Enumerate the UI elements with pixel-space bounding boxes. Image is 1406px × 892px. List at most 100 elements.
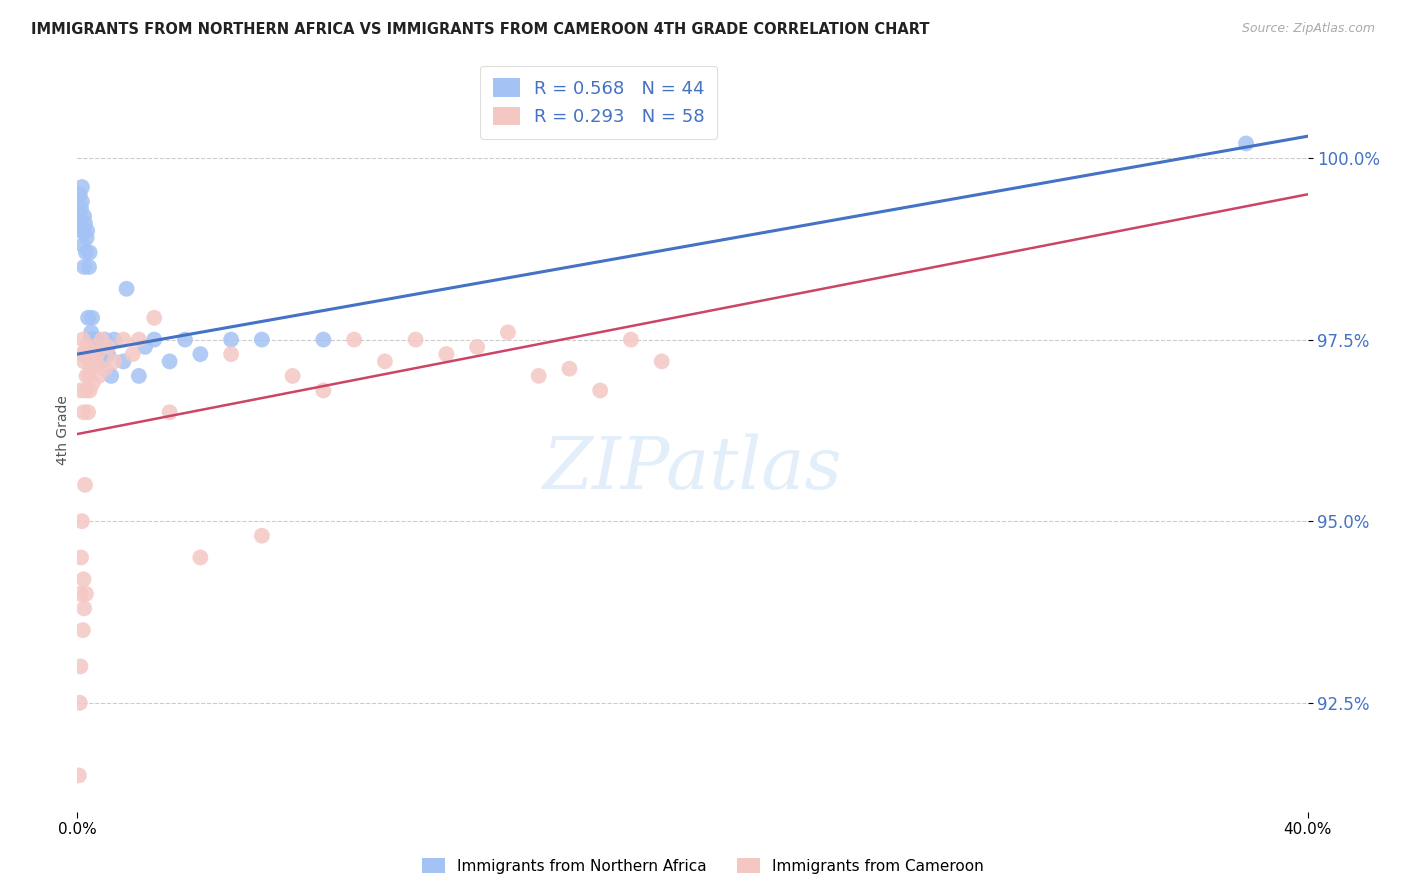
Point — [72, 623, 94, 637]
Point — [76, 347, 98, 361]
Point — [84, 347, 107, 361]
Point — [87, 368, 110, 383]
Point — [83, 340, 105, 354]
Point — [70, 194, 93, 209]
Point — [1234, 136, 1257, 151]
Point — [69, 587, 91, 601]
Point — [69, 224, 91, 238]
Point — [188, 347, 212, 361]
Point — [87, 340, 110, 354]
Text: ZIPatlas: ZIPatlas — [543, 434, 842, 504]
Point — [405, 333, 427, 347]
Point — [76, 340, 98, 354]
Point — [86, 347, 108, 361]
Point — [75, 587, 97, 601]
Point — [465, 340, 488, 354]
Point — [70, 180, 93, 194]
Point — [115, 282, 138, 296]
Point — [103, 333, 125, 347]
Y-axis label: 4th Grade: 4th Grade — [56, 395, 70, 466]
Point — [90, 354, 114, 368]
Point — [134, 340, 156, 354]
Point — [250, 333, 273, 347]
Point — [70, 384, 93, 398]
Point — [97, 347, 120, 361]
Point — [112, 354, 135, 368]
Point — [128, 368, 150, 383]
Point — [77, 260, 100, 274]
Point — [75, 245, 97, 260]
Point — [73, 601, 96, 615]
Point — [82, 376, 104, 391]
Point — [143, 310, 166, 325]
Point — [83, 333, 105, 347]
Point — [79, 333, 101, 347]
Point — [651, 354, 673, 368]
Point — [67, 209, 90, 223]
Point — [312, 333, 335, 347]
Point — [69, 659, 91, 673]
Point — [558, 361, 581, 376]
Point — [159, 405, 181, 419]
Point — [174, 333, 197, 347]
Point — [70, 550, 93, 565]
Point — [82, 340, 104, 354]
Text: IMMIGRANTS FROM NORTHERN AFRICA VS IMMIGRANTS FROM CAMEROON 4TH GRADE CORRELATIO: IMMIGRANTS FROM NORTHERN AFRICA VS IMMIG… — [31, 22, 929, 37]
Point — [67, 768, 90, 782]
Point — [86, 333, 108, 347]
Point — [527, 368, 550, 383]
Point — [77, 310, 100, 325]
Point — [250, 529, 273, 543]
Point — [80, 326, 103, 340]
Point — [82, 347, 104, 361]
Point — [72, 572, 94, 586]
Point — [103, 354, 125, 368]
Point — [69, 187, 91, 202]
Point — [82, 310, 104, 325]
Point — [77, 368, 100, 383]
Point — [73, 209, 96, 223]
Point — [79, 354, 101, 368]
Point — [80, 361, 103, 376]
Point — [77, 405, 100, 419]
Point — [121, 347, 143, 361]
Point — [73, 216, 96, 230]
Point — [312, 384, 335, 398]
Point — [70, 216, 93, 230]
Point — [70, 347, 93, 361]
Legend: Immigrants from Northern Africa, Immigrants from Cameroon: Immigrants from Northern Africa, Immigra… — [416, 852, 990, 880]
Point — [143, 333, 166, 347]
Point — [70, 202, 93, 216]
Point — [128, 333, 150, 347]
Point — [94, 361, 117, 376]
Point — [436, 347, 458, 361]
Point — [94, 333, 117, 347]
Point — [219, 347, 242, 361]
Point — [70, 514, 93, 528]
Point — [76, 224, 98, 238]
Point — [90, 333, 114, 347]
Point — [73, 260, 96, 274]
Point — [97, 340, 120, 354]
Point — [72, 238, 94, 252]
Point — [73, 347, 96, 361]
Point — [159, 354, 181, 368]
Point — [69, 696, 91, 710]
Point — [72, 333, 94, 347]
Point — [73, 354, 96, 368]
Point — [75, 384, 97, 398]
Point — [589, 384, 612, 398]
Point — [76, 368, 98, 383]
Point — [76, 231, 98, 245]
Point — [84, 354, 107, 368]
Point — [79, 245, 101, 260]
Point — [79, 384, 101, 398]
Point — [100, 368, 122, 383]
Point — [112, 333, 135, 347]
Point — [343, 333, 366, 347]
Point — [219, 333, 242, 347]
Point — [82, 354, 104, 368]
Point — [281, 368, 304, 383]
Point — [72, 224, 94, 238]
Text: Source: ZipAtlas.com: Source: ZipAtlas.com — [1241, 22, 1375, 36]
